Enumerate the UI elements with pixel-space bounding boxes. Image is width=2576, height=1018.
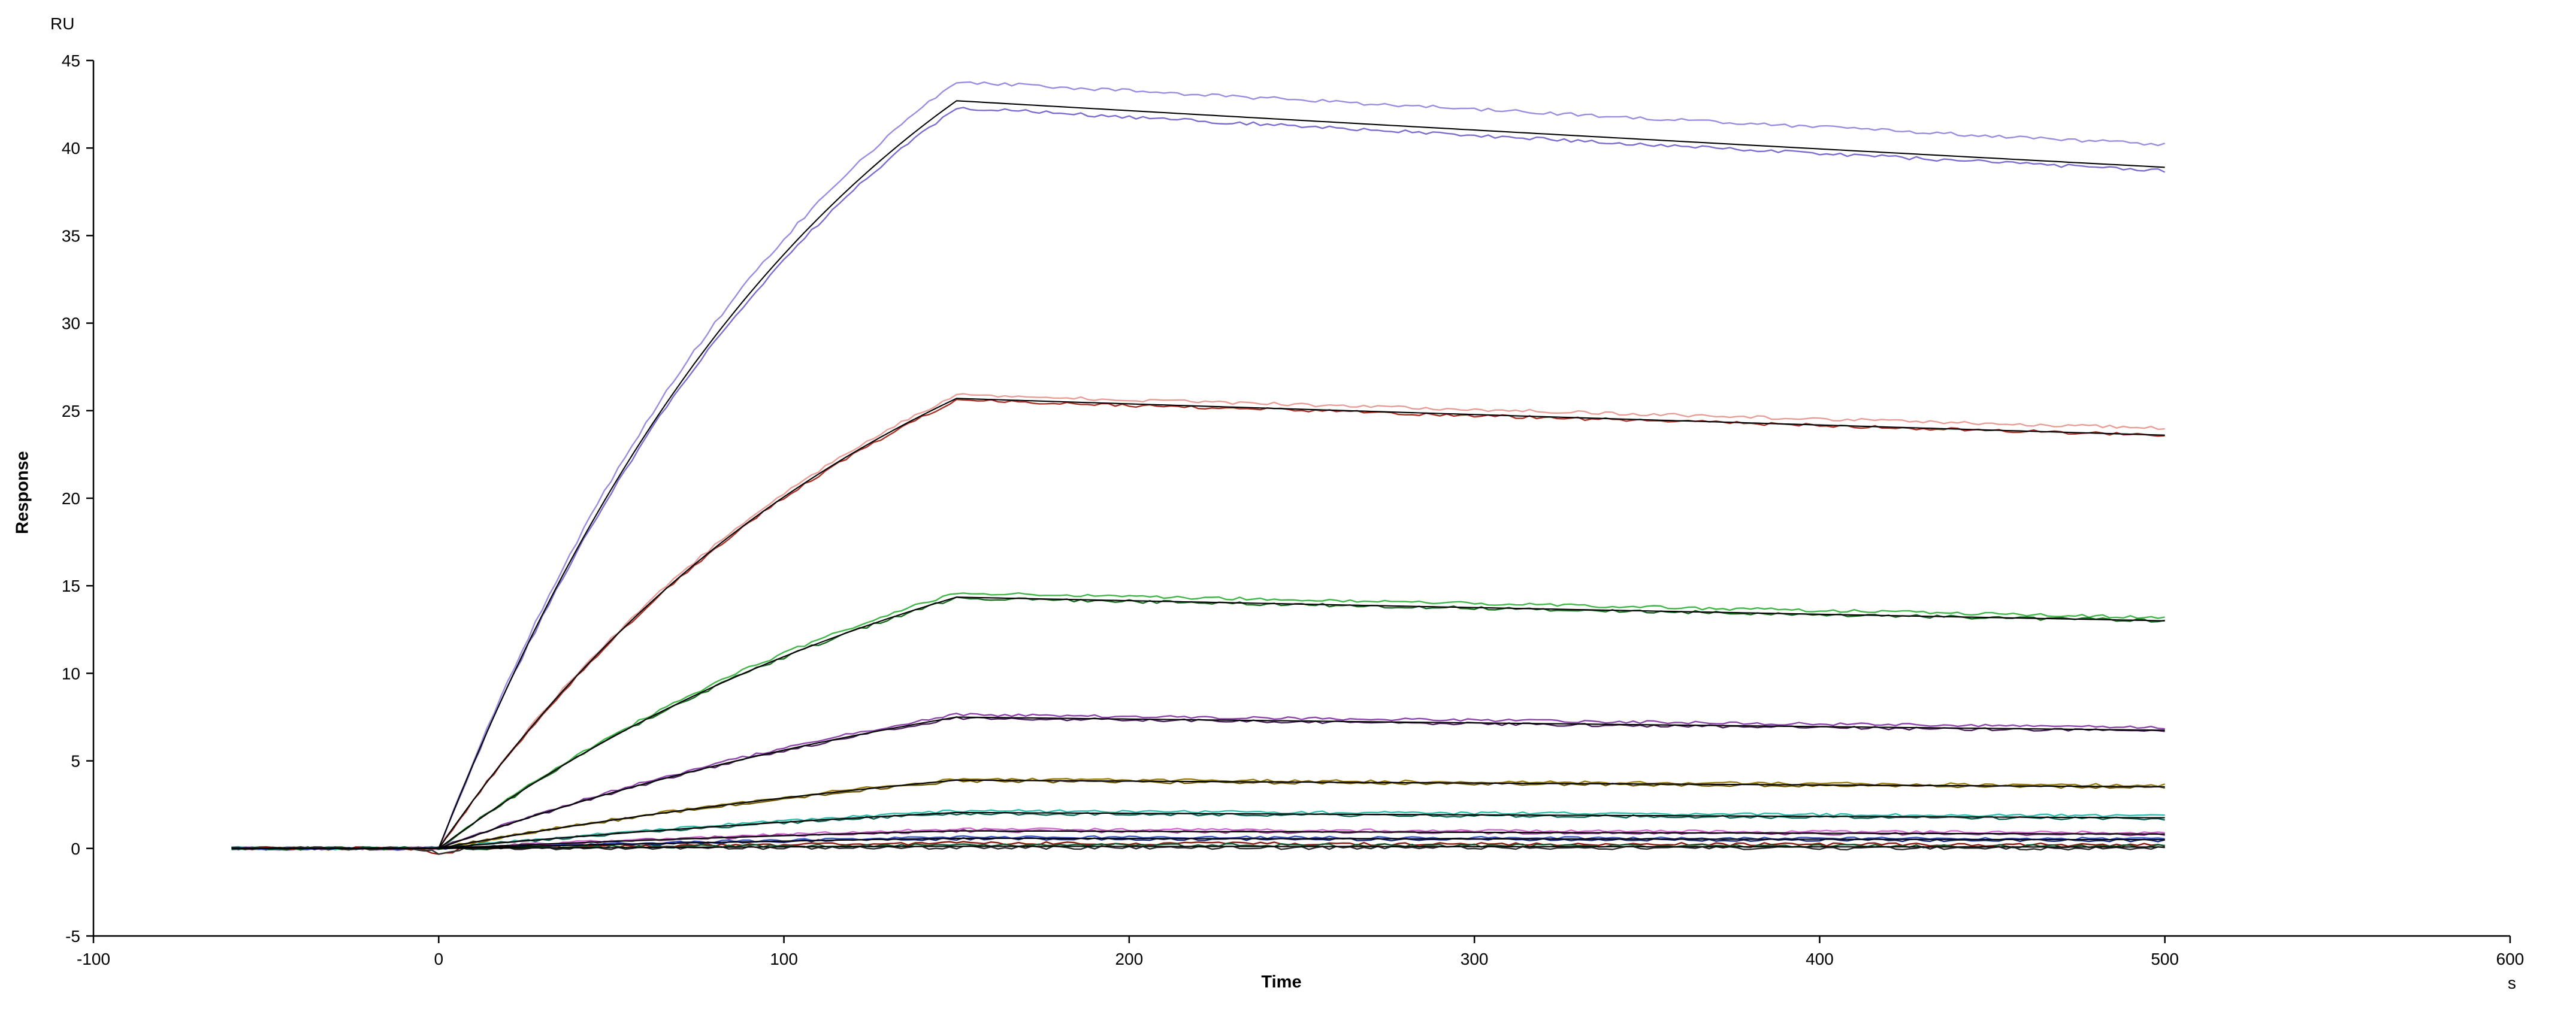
x-tick-label: 200 — [1115, 950, 1143, 968]
x-tick-label: 500 — [2151, 950, 2179, 968]
series-conc-6-trace-a — [231, 592, 2165, 851]
y-axis-unit-label: RU — [50, 14, 75, 33]
series-conc-4-trace-a — [231, 777, 2166, 851]
series-fit-6 — [231, 596, 2165, 849]
y-tick-label: 45 — [62, 51, 80, 70]
y-tick-label: 40 — [62, 139, 80, 157]
x-axis-title: Time — [1261, 972, 1302, 992]
x-tick-label: 400 — [1806, 950, 1834, 968]
x-tick-label: 100 — [770, 950, 798, 968]
series-fit-0 — [231, 846, 2165, 849]
y-tick-label: 0 — [71, 840, 80, 858]
series-fit-7 — [231, 398, 2165, 849]
series-fit-3 — [231, 811, 2165, 849]
y-tick-label: 35 — [62, 226, 80, 245]
y-tick-label: 15 — [62, 577, 80, 595]
series-conc-5-trace-b — [231, 716, 2165, 851]
series-fit-2 — [231, 830, 2165, 849]
x-tick-label: -100 — [77, 950, 110, 968]
x-axis-unit-label: s — [2508, 974, 2516, 992]
y-tick-label: 25 — [62, 402, 80, 420]
series-conc-8-trace-b — [231, 107, 2166, 851]
y-tick-label: 10 — [62, 664, 80, 683]
series-fit-8 — [231, 100, 2165, 849]
x-tick-label: 300 — [1461, 950, 1489, 968]
y-tick-label: -5 — [65, 927, 80, 946]
series-conc-8-trace-a — [231, 81, 2166, 851]
y-tick-label: 5 — [71, 752, 80, 771]
y-tick-label: 20 — [62, 489, 80, 508]
series-fit-4 — [231, 779, 2165, 849]
x-tick-label: 0 — [434, 950, 443, 968]
y-tick-label: 30 — [62, 314, 80, 333]
x-tick-label: 600 — [2496, 950, 2524, 968]
series-fit-1 — [231, 837, 2165, 849]
series-fit-5 — [231, 716, 2165, 849]
